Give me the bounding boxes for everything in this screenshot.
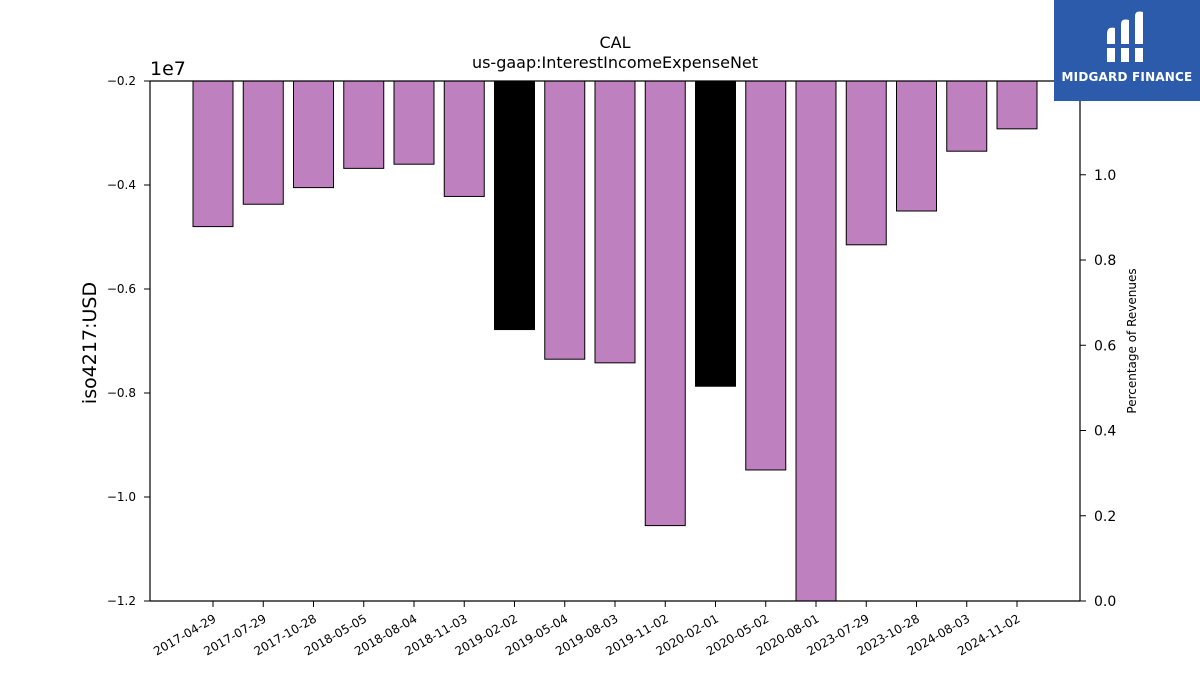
bar-2019-11-02 [644, 80, 686, 527]
y-tick-label: −0.2 [107, 74, 136, 88]
bar-2023-10-28 [896, 80, 937, 212]
y-tick-label: −1.2 [107, 594, 136, 608]
y-axis-label: iso4217:USD [79, 282, 101, 404]
bars-group [192, 80, 1038, 602]
bar-2017-07-29 [242, 80, 284, 205]
bar-2018-05-05 [343, 80, 385, 169]
bar-2017-04-29 [192, 80, 234, 228]
bar-2024-08-03 [946, 80, 988, 152]
y2-axis-label: Percentage of Revenues [1125, 268, 1139, 413]
bar-2018-11-03 [443, 80, 485, 197]
bar-2017-10-28 [293, 80, 334, 189]
bar-2023-07-29 [845, 80, 887, 246]
y2-tick-label: 0.4 [1094, 424, 1116, 440]
y2-tick-label: 0.0 [1094, 594, 1116, 610]
y-multiplier-label: 1e7 [150, 58, 186, 80]
bar-2020-05-02 [745, 80, 787, 471]
bar-2019-05-04 [544, 80, 586, 360]
midgard-logo-icon [1105, 11, 1145, 63]
y-tick-label: −1.0 [107, 490, 136, 504]
y2-tick-label: 0.6 [1094, 338, 1116, 354]
chart-title: CAL [599, 33, 630, 52]
bar-2020-02-01 [695, 80, 736, 387]
bar-2024-11-02 [996, 80, 1038, 130]
y-tick-label: −0.8 [107, 386, 136, 400]
y-tick-label: −0.6 [107, 282, 136, 296]
bar-2018-08-04 [393, 80, 435, 165]
brand-logo: MIDGARD FINANCE [1054, 0, 1200, 101]
chart-subtitle: us-gaap:InterestIncomeExpenseNet [472, 53, 758, 72]
brand-name: MIDGARD FINANCE [1061, 70, 1193, 84]
y2-tick-label: 0.8 [1094, 253, 1116, 269]
y-tick-label: −0.4 [107, 178, 136, 192]
y2-tick-label: 0.2 [1094, 509, 1116, 525]
bar-2019-02-02 [494, 80, 535, 331]
bar-2020-08-01 [795, 80, 837, 602]
bar-2019-08-03 [594, 80, 636, 364]
y2-tick-label: 1.0 [1094, 168, 1116, 184]
